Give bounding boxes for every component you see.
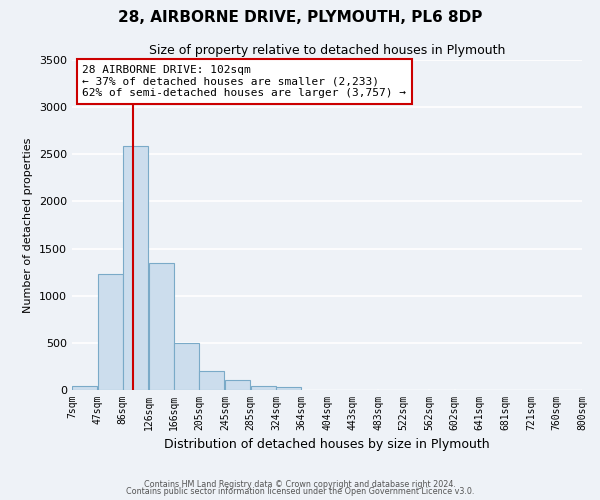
Bar [149, 262, 173, 390]
Title: Size of property relative to detached houses in Plymouth: Size of property relative to detached ho… [149, 44, 505, 58]
Text: Contains HM Land Registry data © Crown copyright and database right 2024.: Contains HM Land Registry data © Crown c… [144, 480, 456, 489]
Text: 28, AIRBORNE DRIVE, PLYMOUTH, PL6 8DP: 28, AIRBORNE DRIVE, PLYMOUTH, PL6 8DP [118, 10, 482, 25]
Bar [123, 146, 148, 390]
Y-axis label: Number of detached properties: Number of detached properties [23, 138, 34, 312]
Bar [199, 371, 224, 390]
Bar [174, 343, 199, 390]
Bar [251, 386, 276, 390]
Bar [225, 380, 250, 390]
Bar [72, 386, 97, 390]
Bar [98, 274, 123, 390]
X-axis label: Distribution of detached houses by size in Plymouth: Distribution of detached houses by size … [164, 438, 490, 452]
Bar [276, 386, 301, 390]
Text: 28 AIRBORNE DRIVE: 102sqm
← 37% of detached houses are smaller (2,233)
62% of se: 28 AIRBORNE DRIVE: 102sqm ← 37% of detac… [82, 65, 406, 98]
Text: Contains public sector information licensed under the Open Government Licence v3: Contains public sector information licen… [126, 487, 474, 496]
